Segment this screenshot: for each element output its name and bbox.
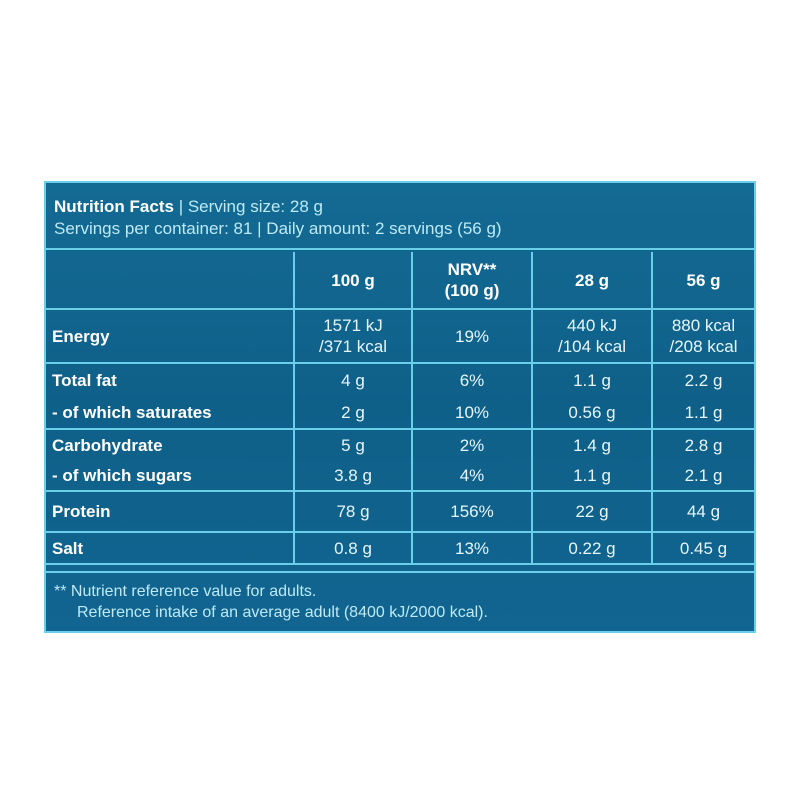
nrv-sub-label: (100 g) [444, 281, 500, 300]
cell-nrv: 10% [411, 396, 533, 430]
energy-kj: 440 kJ [566, 316, 618, 335]
energy-kcal-a: 880 kcal [671, 316, 736, 335]
serving-size: | Serving size: 28 g [178, 197, 323, 216]
cell-28g: 22 g [531, 490, 653, 533]
cell-100g: 0.8 g [293, 531, 413, 565]
header-empty [46, 252, 295, 310]
cell-56g: 0.45 g [651, 531, 754, 565]
table-row-energy: Energy 1571 kJ/371 kcal 19% 440 kJ/104 k… [46, 308, 754, 364]
row-label: Total fat [46, 362, 295, 396]
header-nrv: NRV** (100 g) [411, 252, 533, 310]
cell-nrv: 2% [411, 428, 533, 460]
footnote-line-1: ** Nutrient reference value for adults. [54, 583, 317, 600]
cell-56g: 1.1 g [651, 396, 754, 430]
table-row-fat: Total fat 4 g 6% 1.1 g 2.2 g [46, 362, 754, 396]
cell-100g: 1571 kJ/371 kcal [293, 308, 413, 364]
table-row-carbohydrate: Carbohydrate 5 g 2% 1.4 g 2.8 g [46, 428, 754, 460]
row-label: Protein [46, 490, 295, 533]
row-label: Salt [46, 531, 295, 565]
nutrition-header: Nutrition Facts | Serving size: 28 g Ser… [46, 183, 754, 250]
nutrition-facts-panel: Nutrition Facts | Serving size: 28 g Ser… [44, 181, 756, 633]
nutrition-table: 100 g NRV** (100 g) 28 g 56 g Energy 1571… [46, 252, 754, 565]
cell-56g: 2.1 g [651, 460, 754, 492]
cell-28g: 1.1 g [531, 362, 653, 396]
cell-100g: 4 g [293, 362, 413, 396]
cell-100g: 3.8 g [293, 460, 413, 492]
row-label: - of which sugars [46, 460, 295, 492]
energy-kcal: /104 kcal [557, 337, 627, 356]
cell-56g: 2.8 g [651, 428, 754, 460]
nutrition-title: Nutrition Facts [54, 197, 174, 216]
row-label: - of which saturates [46, 396, 295, 430]
cell-56g: 44 g [651, 490, 754, 533]
table-row-protein: Protein 78 g 156% 22 g 44 g [46, 490, 754, 533]
cell-56g: 880 kcal/208 kcal [651, 308, 754, 364]
cell-100g: 5 g [293, 428, 413, 460]
energy-kcal-b: /208 kcal [669, 337, 738, 356]
servings-info: Servings per container: 81 | Daily amoun… [54, 219, 502, 238]
footnote-line-2: Reference intake of an average adult (84… [77, 604, 488, 621]
table-row-sugars: - of which sugars 3.8 g 4% 1.1 g 2.1 g [46, 460, 754, 492]
header-56g: 56 g [651, 252, 754, 310]
energy-kj: 1571 kJ [323, 316, 383, 335]
cell-nrv: 156% [411, 490, 533, 533]
table-row-saturates: - of which saturates 2 g 10% 0.56 g 1.1 … [46, 396, 754, 430]
footnote: ** Nutrient reference value for adults. … [46, 571, 754, 631]
header-28g: 28 g [531, 252, 653, 310]
row-label: Energy [46, 308, 295, 364]
row-label: Carbohydrate [46, 428, 295, 460]
table-row-salt: Salt 0.8 g 13% 0.22 g 0.45 g [46, 531, 754, 565]
cell-28g: 440 kJ/104 kcal [531, 308, 653, 364]
cell-nrv: 4% [411, 460, 533, 492]
cell-28g: 1.1 g [531, 460, 653, 492]
nrv-label: NRV** [447, 260, 497, 279]
table-header-row: 100 g NRV** (100 g) 28 g 56 g [46, 252, 754, 310]
cell-28g: 1.4 g [531, 428, 653, 460]
energy-kcal: /371 kcal [318, 337, 388, 356]
cell-nrv: 6% [411, 362, 533, 396]
header-100g: 100 g [293, 252, 413, 310]
cell-28g: 0.22 g [531, 531, 653, 565]
cell-nrv: 13% [411, 531, 533, 565]
cell-nrv: 19% [411, 308, 533, 364]
cell-56g: 2.2 g [651, 362, 754, 396]
cell-100g: 78 g [293, 490, 413, 533]
cell-100g: 2 g [293, 396, 413, 430]
cell-28g: 0.56 g [531, 396, 653, 430]
